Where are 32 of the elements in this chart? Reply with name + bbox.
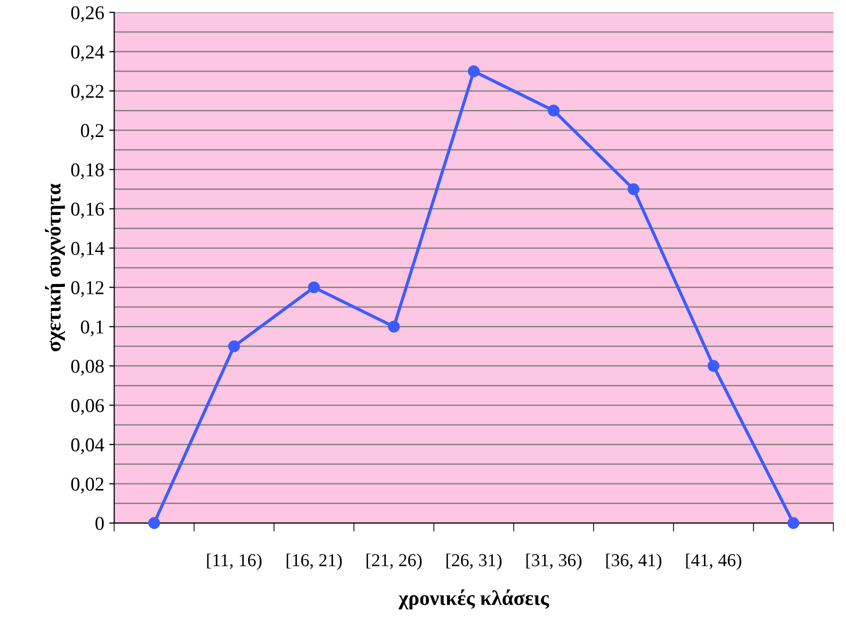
point bbox=[228, 340, 240, 352]
y-tick-label: 0,16 bbox=[71, 202, 104, 219]
y-axis-title: σχετική συχνότητα bbox=[44, 184, 65, 352]
x-tick-label: [26, 31) bbox=[446, 554, 502, 570]
x-tick-label: [16, 21) bbox=[286, 554, 342, 570]
y-tick-label: 0,14 bbox=[71, 242, 104, 258]
y-tick-label: 0,18 bbox=[71, 163, 104, 180]
y-tick-label: 0,02 bbox=[71, 478, 104, 494]
point bbox=[787, 517, 800, 529]
y-tick-label: 0,22 bbox=[71, 84, 104, 101]
y-tick-label: 0,12 bbox=[71, 281, 104, 298]
x-tick-label: [31, 36) bbox=[526, 554, 582, 570]
x-tick-label: [11, 16) bbox=[207, 554, 262, 570]
x-tick-label: [21, 26) bbox=[366, 554, 422, 570]
point bbox=[708, 360, 720, 372]
y-tick-label: 0,06 bbox=[71, 399, 104, 415]
x-tick-label: [41, 46) bbox=[686, 554, 742, 570]
x-axis-title: χρονικές κλάσεις bbox=[398, 589, 550, 610]
point bbox=[548, 104, 560, 116]
y-tick-label: 0,1 bbox=[80, 320, 104, 336]
x-tick-label: [36, 41) bbox=[606, 554, 662, 570]
y-tick-label: 0,04 bbox=[71, 438, 104, 454]
y-tick-label: 0,08 bbox=[71, 360, 104, 376]
y-tick-label: 0,26 bbox=[71, 6, 104, 22]
point bbox=[468, 65, 480, 78]
point bbox=[388, 320, 400, 333]
y-tick-label: 0,24 bbox=[71, 45, 104, 62]
y-tick-label: 0,2 bbox=[80, 124, 104, 140]
point bbox=[308, 281, 320, 294]
point bbox=[148, 517, 160, 529]
y-tick-label: 0 bbox=[96, 516, 104, 530]
point bbox=[628, 183, 640, 196]
